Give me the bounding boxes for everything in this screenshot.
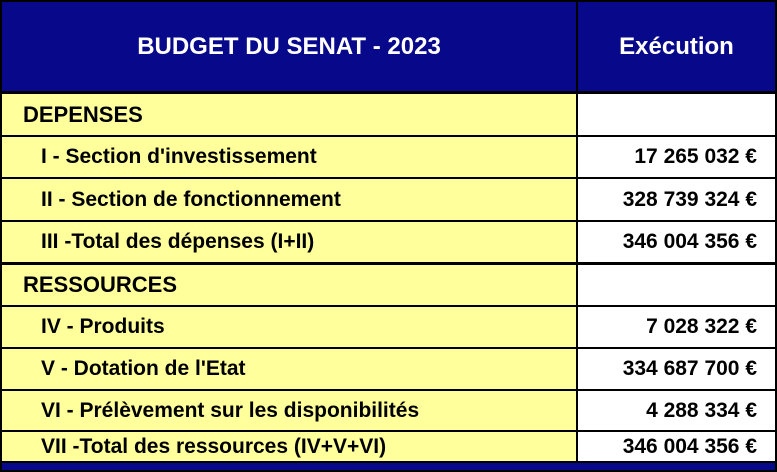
row-value: 346 004 356 € <box>578 432 775 461</box>
row-value <box>578 94 775 135</box>
row-value: 7 028 322 € <box>578 307 775 347</box>
table-header-row: BUDGET DU SENAT - 2023 Exécution <box>2 2 775 94</box>
footer-bar <box>2 463 775 470</box>
row-label: IV - Produits <box>2 307 578 347</box>
row-label: III -Total des dépenses (I+II) <box>2 222 578 262</box>
row-value: 328 739 324 € <box>578 179 775 220</box>
table-row-prelevement: VI - Prélèvement sur les disponibilités … <box>2 391 775 432</box>
row-label: DEPENSES <box>2 94 578 135</box>
row-value: 4 288 334 € <box>578 391 775 430</box>
table-row-total-ressources: VII -Total des ressources (IV+V+VI) 346 … <box>2 432 775 463</box>
row-label: V - Dotation de l'Etat <box>2 349 578 389</box>
row-label: I - Section d'investissement <box>2 137 578 177</box>
table-row-ressources: RESSOURCES <box>2 265 775 307</box>
table-row-dotation-etat: V - Dotation de l'Etat 334 687 700 € <box>2 349 775 391</box>
table-row-investissement: I - Section d'investissement 17 265 032 … <box>2 137 775 179</box>
table-title: BUDGET DU SENAT - 2023 <box>2 2 578 91</box>
row-value: 334 687 700 € <box>578 349 775 389</box>
row-value: 346 004 356 € <box>578 222 775 262</box>
row-label: VII -Total des ressources (IV+V+VI) <box>2 432 578 461</box>
table-row-produits: IV - Produits 7 028 322 € <box>2 307 775 349</box>
table-row-total-depenses: III -Total des dépenses (I+II) 346 004 3… <box>2 222 775 265</box>
table-row-depenses: DEPENSES <box>2 94 775 137</box>
table-row-fonctionnement: II - Section de fonctionnement 328 739 3… <box>2 179 775 222</box>
row-value: 17 265 032 € <box>578 137 775 177</box>
column-header-execution: Exécution <box>578 2 775 91</box>
row-value <box>578 265 775 305</box>
row-label: RESSOURCES <box>2 265 578 305</box>
row-label: VI - Prélèvement sur les disponibilités <box>2 391 578 430</box>
row-label: II - Section de fonctionnement <box>2 179 578 220</box>
